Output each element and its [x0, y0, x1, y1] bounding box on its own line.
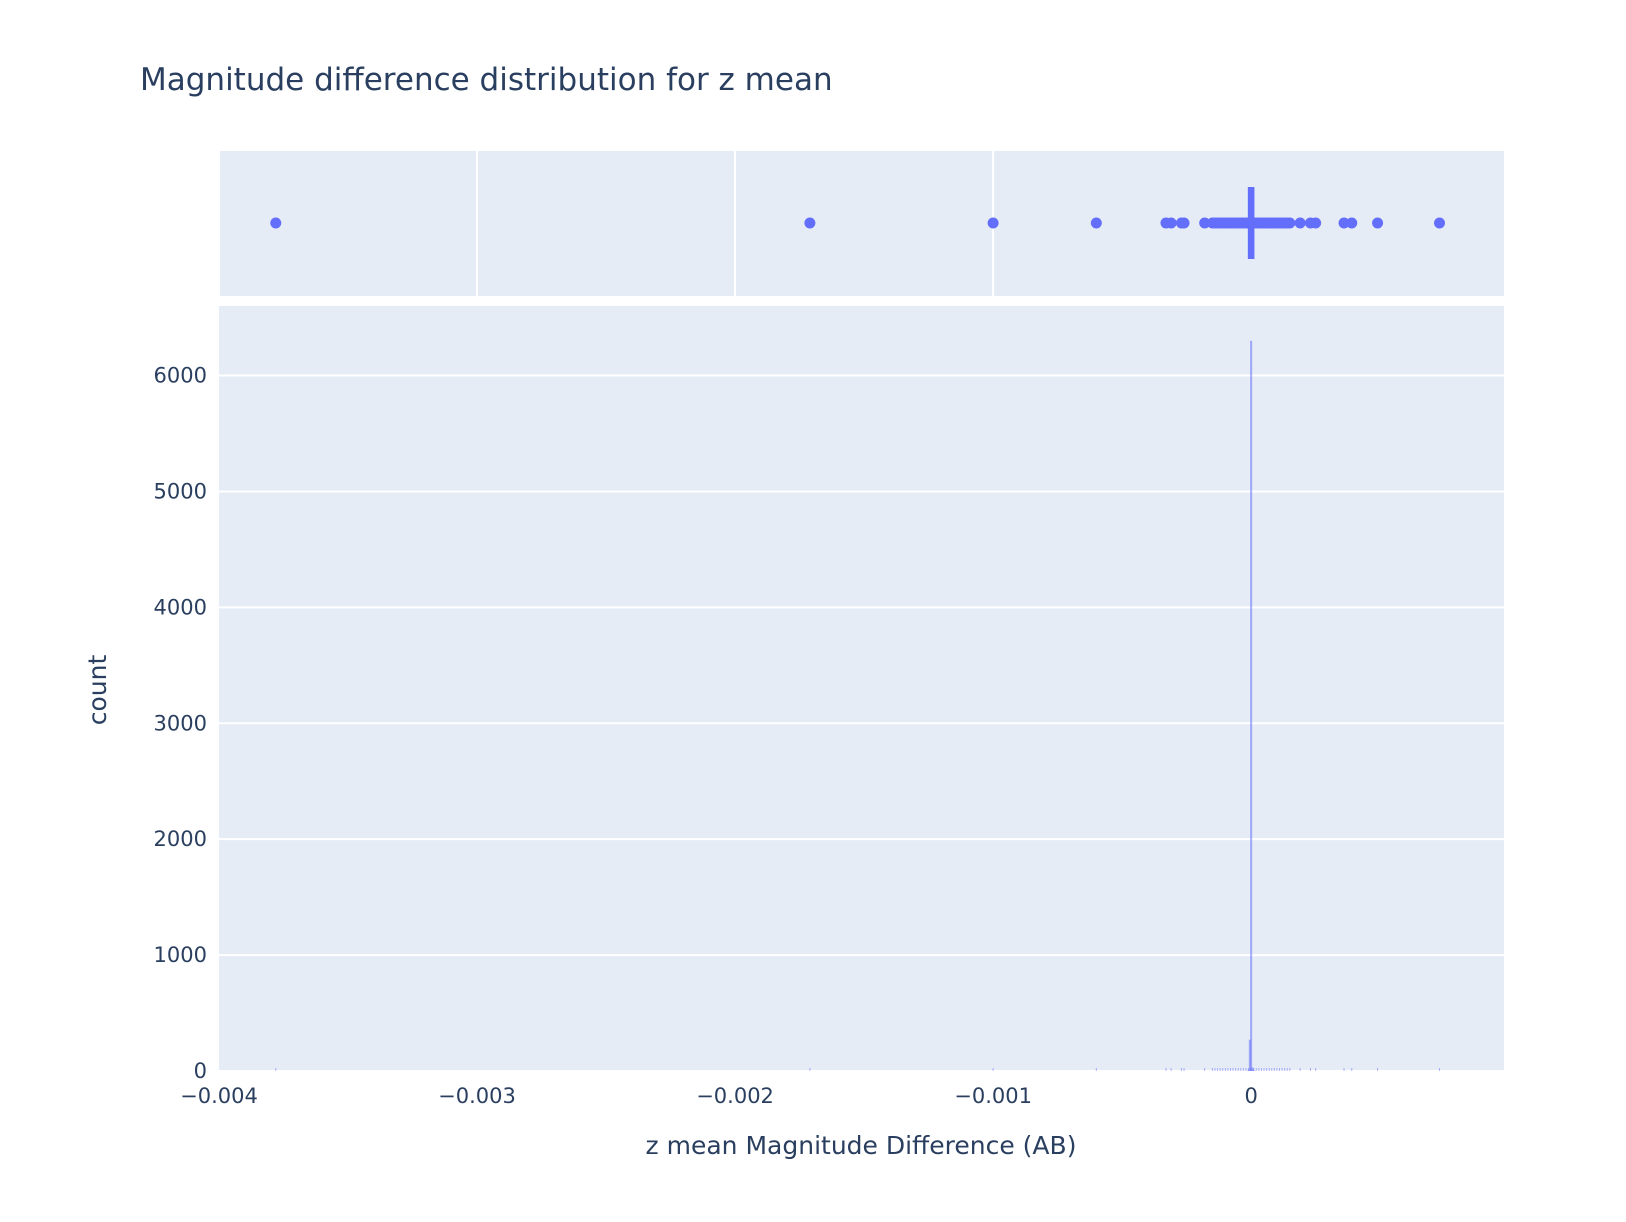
- strip-point: [804, 217, 816, 229]
- y-tick-label: 3000: [154, 711, 207, 735]
- x-tick-label: −0.001: [954, 1084, 1032, 1108]
- x-tick-label: −0.002: [696, 1084, 774, 1108]
- y-axis-ticks: 0 1000 2000 3000 4000 5000 6000: [154, 364, 207, 1083]
- histogram-bars: [275, 340, 1440, 1072]
- y-tick-label: 4000: [154, 595, 207, 619]
- strip-point: [1433, 217, 1445, 229]
- y-tick-label: 2000: [154, 827, 207, 851]
- strip-point: [1372, 217, 1384, 229]
- strip-point: [1294, 217, 1306, 229]
- histogram-plot-area: [219, 306, 1504, 1071]
- x-tick-label: 0: [1244, 1084, 1257, 1108]
- strip-point: [1199, 217, 1211, 229]
- x-tick-label: −0.004: [180, 1084, 258, 1108]
- strip-point: [1346, 217, 1358, 229]
- y-tick-label: 5000: [154, 479, 207, 503]
- strip-point: [1284, 217, 1296, 229]
- marginal-strip-points: [270, 187, 1445, 259]
- strip-point: [270, 217, 282, 229]
- strip-point: [1165, 217, 1177, 229]
- strip-point: [1338, 217, 1350, 229]
- strip-point: [987, 217, 999, 229]
- chart-title: Magnitude difference distribution for z …: [140, 62, 833, 98]
- histogram-bar: [1251, 1067, 1254, 1071]
- histogram-bar: [1248, 1039, 1251, 1071]
- y-tick-label: 6000: [154, 364, 207, 388]
- x-axis-ticks: −0.004 −0.003 −0.002 −0.001 0: [180, 1084, 1258, 1108]
- x-tick-label: −0.003: [438, 1084, 516, 1108]
- strip-point: [1178, 217, 1190, 229]
- y-tick-label: 1000: [154, 943, 207, 967]
- histogram-gridlines: [219, 374, 1504, 1072]
- y-axis-title: count: [83, 655, 112, 726]
- strip-point: [1310, 217, 1322, 229]
- y-tick-label: 0: [194, 1059, 207, 1083]
- histogram-bar: [1250, 340, 1253, 1072]
- strip-point: [1090, 217, 1102, 229]
- x-axis-title: z mean Magnitude Difference (AB): [646, 1131, 1077, 1160]
